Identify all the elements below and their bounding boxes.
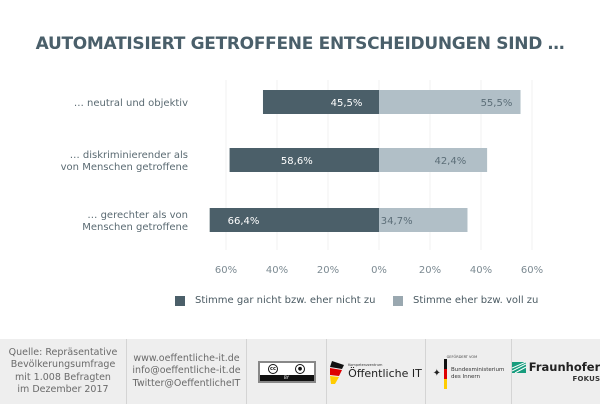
category-label: von Menschen getroffene	[61, 162, 188, 173]
bmi-funded-by: GEFÖRDERT VOM	[446, 354, 478, 359]
website-link[interactable]: www.oeffentliche-it.de	[133, 352, 240, 364]
chart: 45,5% 58,6% 66,4% 55,5% 42,4% 34,7% … neutral…	[61, 80, 543, 276]
legend-item-disagree: Stimme gar nicht bzw. eher nicht zu	[175, 295, 375, 306]
legend-swatch-disagree	[175, 295, 185, 306]
footer-fraunhofer: Fraunhofer FOKUS	[511, 339, 600, 404]
flag-bar-icon	[443, 358, 447, 389]
oit-name: Öffentliche IT	[348, 367, 422, 380]
footer-source: Quelle: Repräsentative Bevölkerungsumfra…	[0, 339, 127, 404]
bar-agree	[379, 208, 468, 232]
x-tick-label: 40%	[266, 265, 288, 276]
fraunhofer-sub: FOKUS	[572, 375, 600, 383]
bar-disagree	[209, 208, 379, 232]
data-label-disagree: 45,5%	[331, 98, 363, 109]
x-tick-label: 20%	[317, 265, 339, 276]
data-label-agree: 42,4%	[434, 156, 466, 167]
source-line: Quelle: Repräsentative	[8, 346, 118, 358]
bar-disagree	[262, 90, 379, 114]
legend-swatch-agree	[393, 295, 403, 306]
twitter-link[interactable]: Twitter@OeffentlicheIT	[132, 377, 241, 389]
bars: 45,5% 58,6% 66,4% 55,5% 42,4% 34,7%	[209, 90, 521, 232]
x-tick-label: 60%	[521, 265, 543, 276]
footer-contact: www.oeffentliche-it.de info@oeffentliche…	[127, 339, 247, 404]
oit-subtitle: Kompetenzzentrum	[348, 363, 383, 367]
x-tick-label: 40%	[470, 265, 492, 276]
x-tick-label: 20%	[419, 265, 441, 276]
fraunhofer-logo-icon	[511, 361, 526, 373]
category-label: … diskriminierender als	[70, 150, 188, 161]
chart-title: AUTOMATISIERT GETROFFENE ENTSCHEIDUNGEN …	[35, 34, 565, 54]
footer-oeffentliche-it: Kompetenzzentrum Öffentliche IT	[327, 339, 426, 404]
category-label: Menschen getroffene	[82, 222, 188, 233]
email-link[interactable]: info@oeffentliche-it.de	[132, 365, 241, 377]
bar-agree	[379, 148, 488, 172]
legend-label-disagree: Stimme gar nicht bzw. eher nicht zu	[195, 295, 376, 306]
legend-label-agree: Stimme eher bzw. voll zu	[413, 295, 539, 306]
source-line: mit 1.008 Befragten	[15, 371, 111, 383]
footer-license: cc ● BY	[247, 339, 327, 404]
category-label: … neutral und objektiv	[74, 98, 188, 109]
cc-by-license-logo: cc ● BY	[257, 360, 316, 383]
x-tick-labels: 60% 40% 20% 0% 20% 40% 60%	[215, 265, 543, 276]
source-line: im Dezember 2017	[17, 384, 109, 395]
data-label-agree: 55,5%	[481, 98, 513, 109]
federal-eagle-icon: ✦	[432, 368, 441, 379]
attribution-person-icon: ●	[295, 363, 305, 374]
by-label: BY	[259, 374, 314, 381]
bmi-line: Bundesministerium	[450, 366, 505, 373]
x-tick-label: 0%	[371, 265, 387, 276]
x-tick-label: 60%	[215, 265, 237, 276]
footer: Quelle: Repräsentative Bevölkerungsumfra…	[0, 339, 600, 404]
source-line: Bevölkerungsumfrage	[10, 359, 116, 370]
data-label-disagree: 58,6%	[281, 156, 313, 167]
fraunhofer-name: Fraunhofer	[528, 360, 600, 374]
category-label: … gerechter als von	[87, 210, 188, 221]
legend-item-agree: Stimme eher bzw. voll zu	[393, 295, 538, 306]
data-label-disagree: 66,4%	[228, 216, 260, 227]
data-label-agree: 34,7%	[381, 216, 413, 227]
category-labels: … neutral und objektiv … diskriminierende…	[61, 98, 188, 233]
bmi-line: des Innern	[450, 373, 481, 380]
footer-bmi: GEFÖRDERT VOM ✦ Bundesministerium des In…	[426, 339, 512, 404]
bar-disagree	[229, 148, 379, 172]
german-flag-swoosh-icon	[330, 360, 345, 384]
bar-agree	[379, 90, 521, 114]
cc-icon: cc	[268, 363, 278, 374]
